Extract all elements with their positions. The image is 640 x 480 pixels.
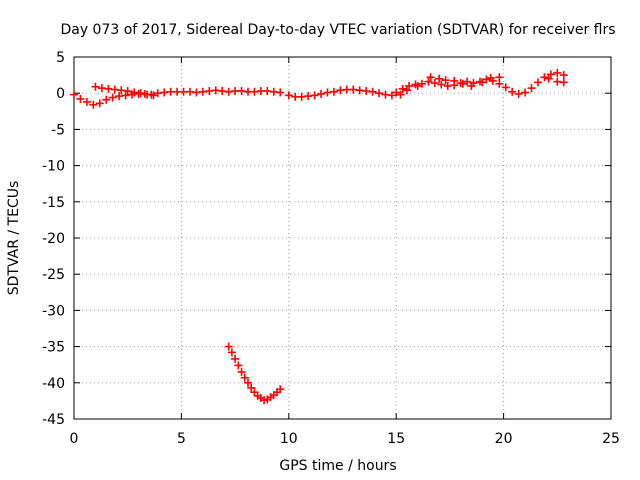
- x-tick-label: 15: [387, 431, 405, 447]
- x-axis-label: GPS time / hours: [279, 458, 396, 474]
- data-point: [402, 86, 411, 95]
- data-point: [437, 80, 446, 89]
- data-point: [521, 88, 530, 97]
- y-tick-label: -25: [42, 267, 65, 283]
- y-tick-label: -15: [42, 195, 65, 211]
- data-point: [527, 84, 536, 93]
- data-point: [392, 88, 401, 97]
- y-tick-label: -30: [42, 303, 65, 319]
- x-tick-label: 10: [280, 431, 298, 447]
- data-point: [240, 373, 249, 382]
- data-point: [368, 87, 377, 96]
- y-tick-label: -5: [51, 122, 65, 138]
- data-point: [227, 348, 236, 357]
- data-point: [70, 90, 78, 99]
- axis-ticks: 0 5 10 15 20 25 5 0 -5 -10 -15 -20 -25 -30 -35 -40 -45: [42, 50, 620, 447]
- data-point: [546, 70, 555, 79]
- data-point: [310, 91, 319, 100]
- y-tick-label: -35: [42, 340, 65, 356]
- data-point: [458, 79, 467, 88]
- data-point: [89, 100, 98, 109]
- data-point: [508, 87, 517, 96]
- data-point: [495, 73, 504, 82]
- data-point: [463, 77, 472, 86]
- data-point: [398, 84, 407, 93]
- data-points: [70, 68, 568, 405]
- data-point: [102, 95, 111, 104]
- y-tick-label: -45: [42, 412, 65, 428]
- y-tick-label: -10: [42, 159, 65, 175]
- data-point: [247, 383, 256, 392]
- data-point: [91, 82, 100, 91]
- data-point: [441, 76, 450, 85]
- x-tick-label: 5: [177, 431, 186, 447]
- data-point: [387, 91, 396, 100]
- data-point: [424, 77, 433, 86]
- x-tick-label: 25: [602, 431, 620, 447]
- data-point: [95, 99, 104, 108]
- data-point: [435, 74, 444, 83]
- data-point: [559, 71, 568, 80]
- x-tick-label: 20: [495, 431, 513, 447]
- data-point: [486, 73, 495, 82]
- data-point: [533, 78, 542, 87]
- data-point: [559, 78, 568, 87]
- data-point: [82, 97, 91, 106]
- data-point: [450, 76, 459, 85]
- data-point: [413, 81, 422, 90]
- data-point: [76, 94, 85, 103]
- data-point: [276, 385, 285, 394]
- data-point: [553, 68, 562, 77]
- data-point: [430, 79, 439, 88]
- data-point: [231, 354, 240, 363]
- data-point: [478, 78, 487, 87]
- data-point: [237, 367, 246, 376]
- data-point: [243, 378, 252, 387]
- data-point: [501, 83, 510, 92]
- data-point: [514, 89, 523, 98]
- data-point: [396, 90, 405, 99]
- y-tick-label: -20: [42, 231, 65, 247]
- data-point: [136, 89, 145, 98]
- data-point: [149, 91, 158, 100]
- grid: [74, 57, 611, 419]
- y-tick-label: -40: [42, 376, 65, 392]
- x-tick-label: 0: [70, 431, 79, 447]
- data-point: [375, 89, 384, 98]
- data-point: [426, 73, 435, 82]
- data-point: [417, 79, 426, 88]
- data-point: [234, 361, 243, 370]
- data-point: [276, 88, 285, 97]
- chart-title: Day 073 of 2017, Sidereal Day-to-day VTE…: [60, 22, 615, 38]
- data-point: [405, 81, 414, 90]
- data-point: [544, 74, 553, 83]
- data-point: [329, 87, 338, 96]
- data-point: [467, 81, 476, 90]
- y-tick-label: 0: [56, 86, 65, 102]
- data-point: [284, 91, 293, 100]
- data-point: [482, 75, 491, 84]
- data-point: [317, 89, 326, 98]
- data-point: [123, 87, 132, 96]
- data-point: [540, 73, 549, 82]
- data-point: [224, 342, 233, 351]
- y-axis-label: SDTVAR / TECUs: [6, 181, 22, 296]
- data-point: [108, 93, 117, 102]
- y-tick-label: 5: [56, 50, 65, 66]
